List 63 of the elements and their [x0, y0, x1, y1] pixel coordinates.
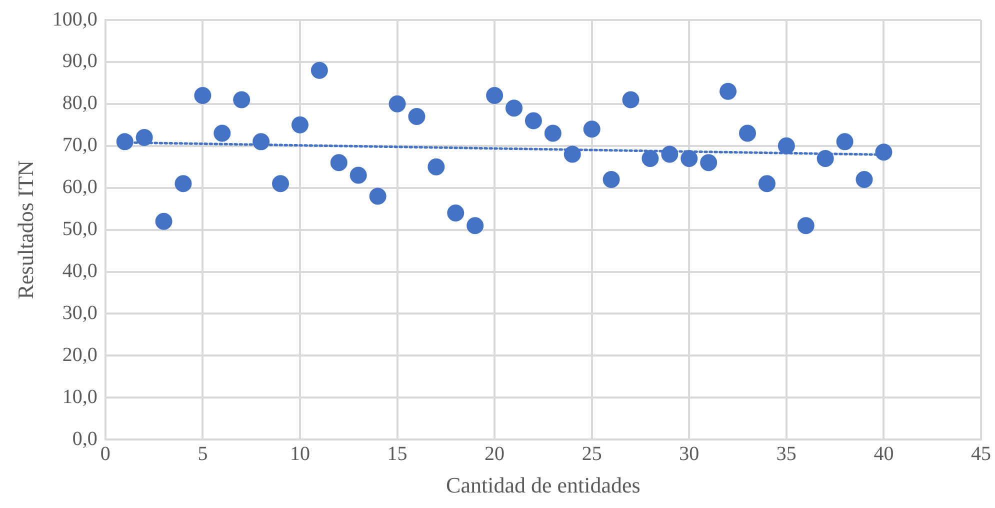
point — [797, 217, 814, 234]
point — [233, 91, 250, 108]
y-tick-label: 100,0 — [52, 8, 98, 30]
x-tick-label: 15 — [387, 442, 408, 465]
point — [174, 175, 192, 192]
point — [739, 124, 756, 142]
point — [369, 188, 386, 205]
point — [583, 120, 600, 138]
y-tick-label: 50,0 — [62, 218, 98, 240]
point — [155, 212, 172, 230]
x-tick-label: 40 — [874, 442, 894, 465]
x-tick-label: 45 — [971, 442, 991, 465]
point — [388, 95, 406, 112]
point — [116, 133, 134, 150]
point — [720, 82, 737, 100]
point — [350, 166, 367, 184]
x-tick-label: 0 — [100, 442, 110, 465]
point — [466, 217, 484, 234]
y-tick-label: 10,0 — [62, 386, 98, 408]
point — [428, 158, 445, 176]
y-tick-label: 60,0 — [62, 176, 98, 198]
point — [758, 175, 776, 192]
point — [816, 150, 834, 167]
point — [506, 100, 523, 117]
point — [214, 124, 231, 142]
point — [642, 150, 659, 167]
point — [836, 133, 854, 150]
y-tick-label: 70,0 — [62, 134, 98, 156]
x-tick-label: 10 — [290, 442, 310, 465]
point — [486, 87, 504, 104]
point — [680, 150, 698, 167]
point — [524, 112, 542, 130]
y-tick-label: 40,0 — [62, 260, 98, 282]
x-tick-label: 25 — [582, 442, 602, 465]
x-tick-label: 5 — [198, 442, 208, 465]
point — [875, 144, 892, 161]
x-tick-label: 30 — [679, 442, 700, 465]
point — [408, 108, 426, 126]
point — [330, 154, 348, 172]
point — [622, 91, 640, 108]
y-tick-label: 30,0 — [62, 302, 98, 324]
point — [194, 87, 212, 104]
x-tick-label: 20 — [484, 442, 505, 465]
x-axis-title: Cantidad de entidades — [446, 472, 640, 498]
y-tick-label: 0,0 — [72, 428, 98, 450]
y-tick-label: 80,0 — [62, 92, 98, 114]
y-tick-label: 90,0 — [62, 50, 98, 72]
y-tick-label: 20,0 — [62, 344, 98, 366]
point — [564, 146, 581, 163]
point — [272, 175, 290, 192]
point — [310, 62, 328, 79]
point — [136, 128, 153, 146]
point — [544, 124, 562, 142]
y-axis-title: Resultados ITN — [12, 160, 38, 300]
point — [661, 146, 678, 163]
point — [602, 170, 620, 188]
x-tick-label: 35 — [776, 442, 796, 465]
point — [291, 116, 308, 134]
point — [252, 133, 270, 150]
point — [778, 137, 795, 154]
point — [856, 170, 873, 188]
point — [447, 204, 464, 222]
point — [700, 154, 718, 172]
